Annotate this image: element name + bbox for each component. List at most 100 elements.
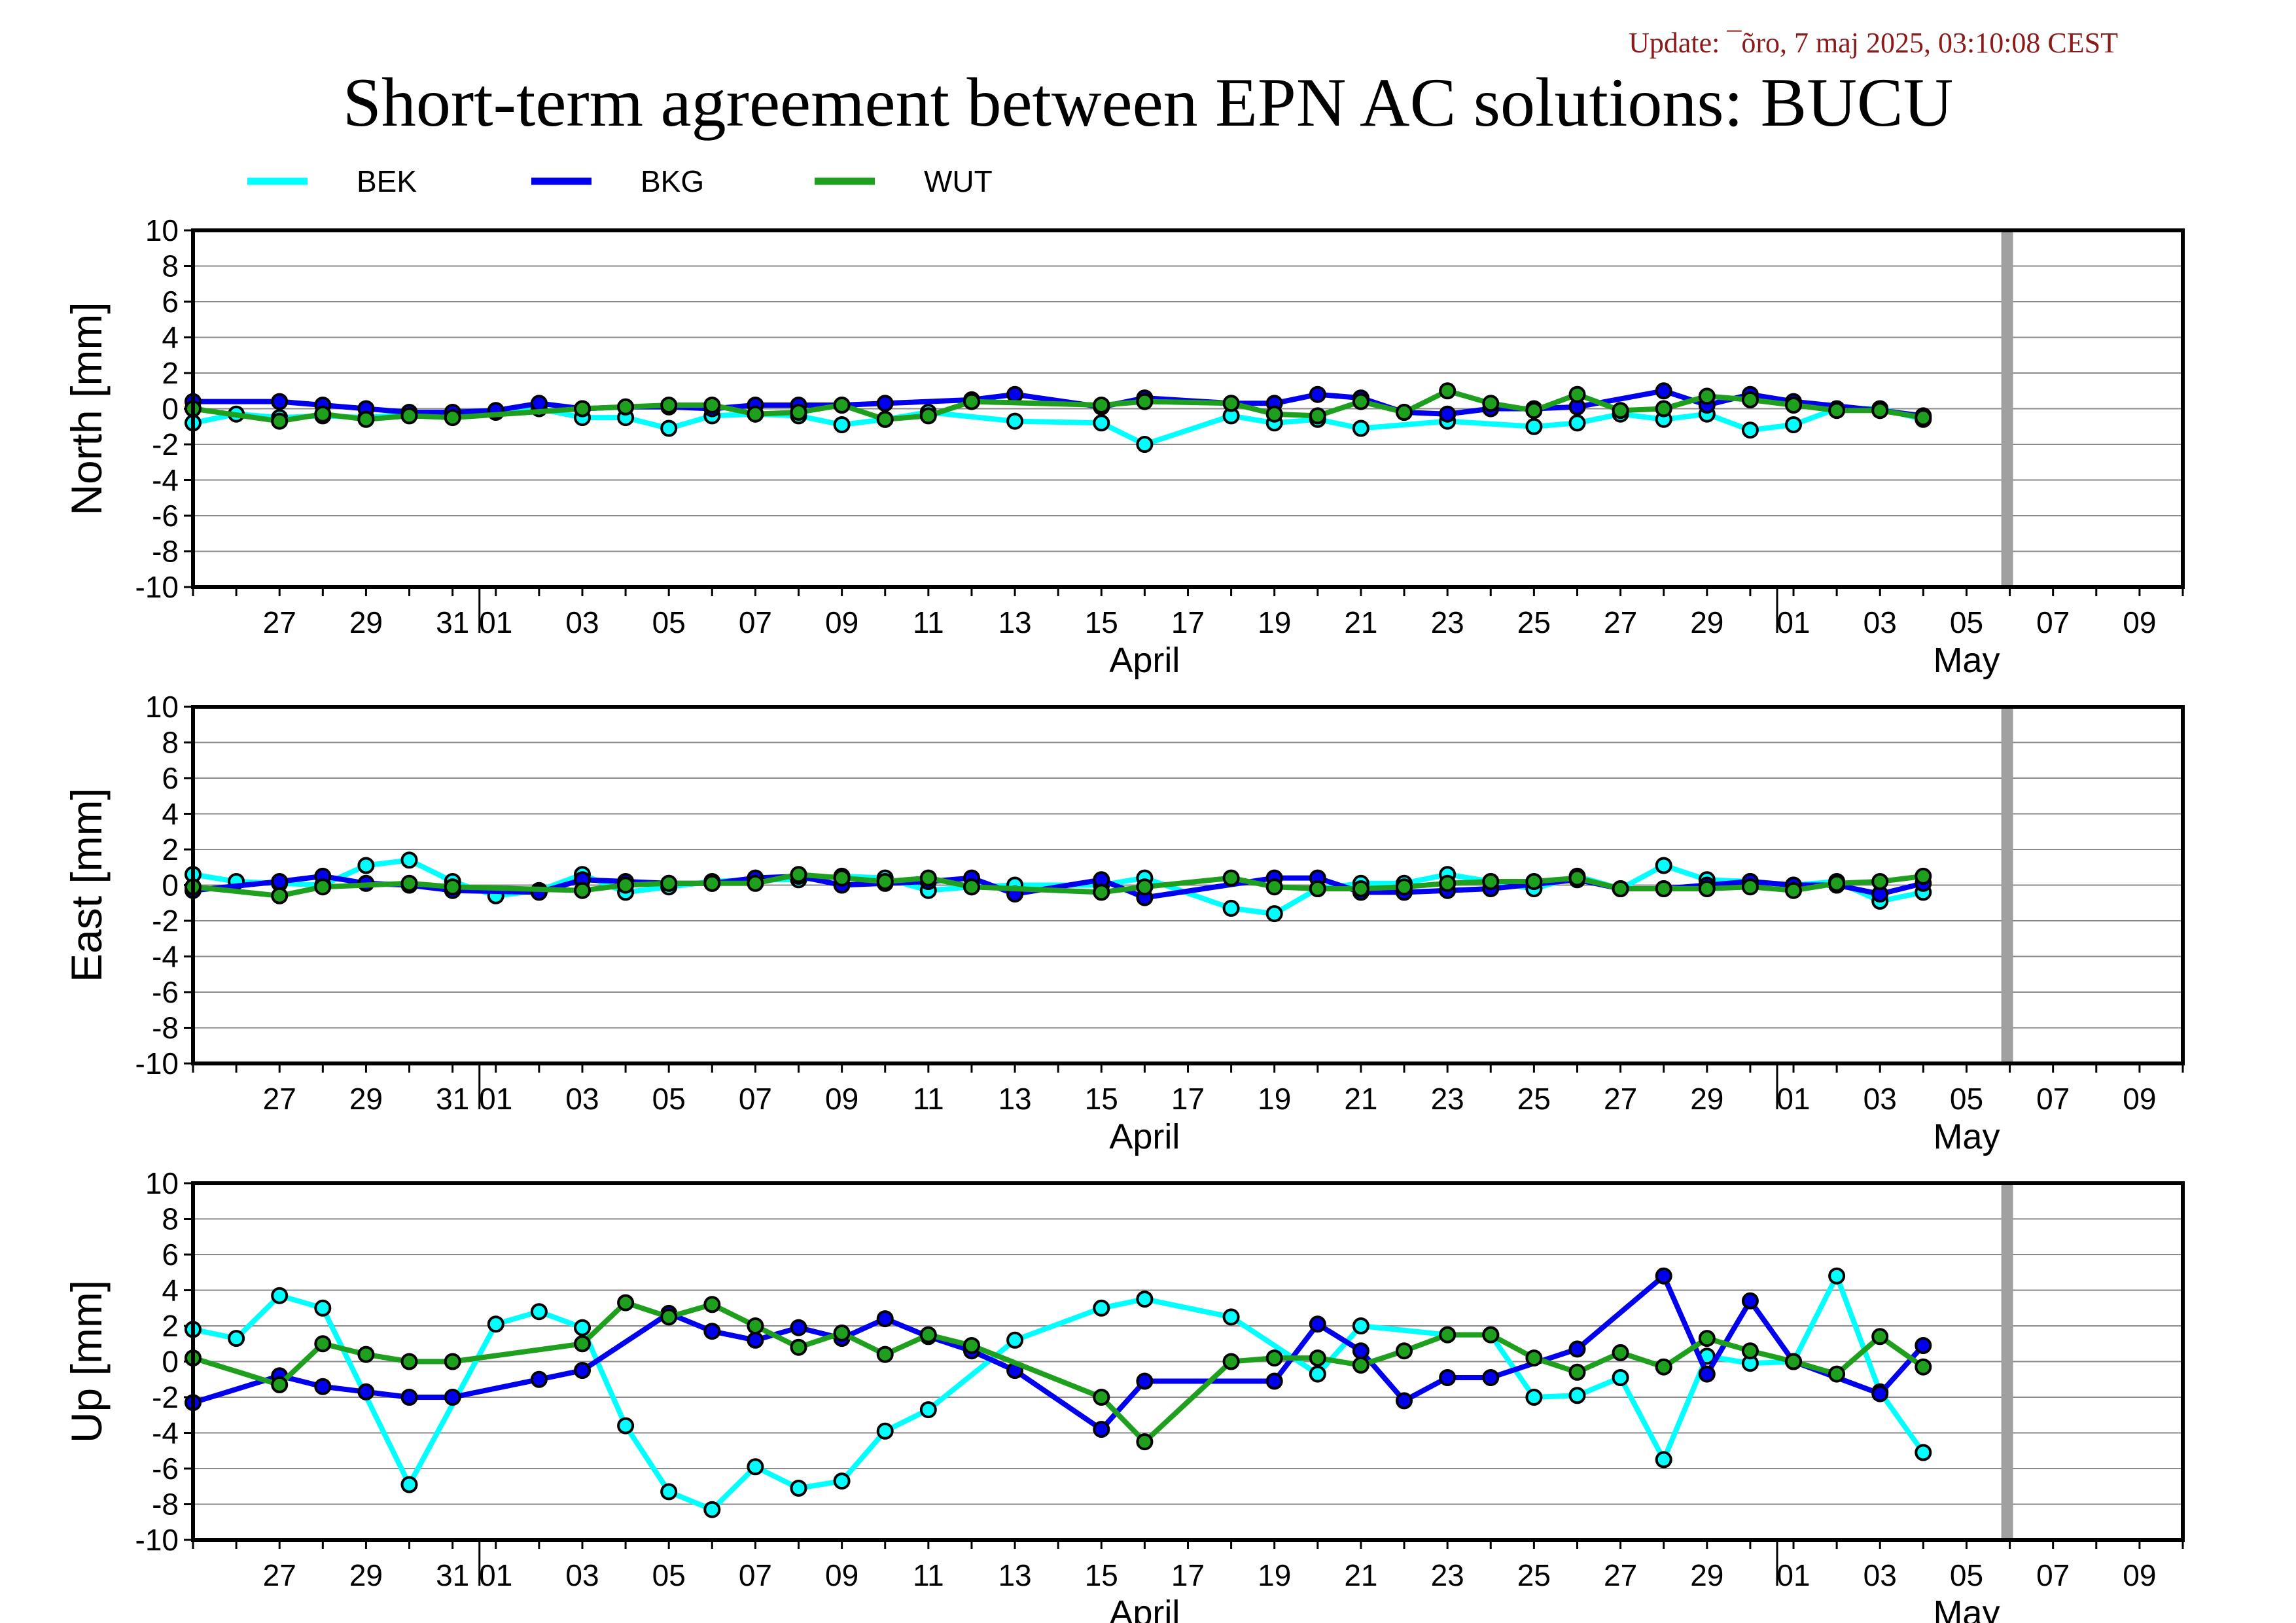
x-tick-label: 03	[565, 1558, 599, 1592]
y-tick-label: -4	[152, 1416, 179, 1450]
x-tick-label: 31	[436, 1558, 469, 1592]
x-tick-label: 05	[652, 1558, 686, 1592]
data-point	[1136, 1372, 1154, 1390]
data-point	[271, 1376, 289, 1393]
x-tick-label: 13	[998, 1082, 1031, 1116]
data-point	[1265, 878, 1283, 896]
data-point	[617, 398, 635, 416]
x-tick-label: 03	[565, 1082, 599, 1116]
data-point	[314, 405, 332, 423]
x-tick-label: 07	[739, 1558, 772, 1592]
data-point	[963, 878, 980, 896]
data-point	[1568, 385, 1586, 403]
x-tick-label: 11	[913, 1558, 944, 1592]
data-point	[1698, 387, 1716, 405]
data-point	[1136, 1291, 1154, 1308]
y-tick-label: 4	[162, 1274, 179, 1308]
data-point	[574, 1319, 591, 1336]
data-point	[1136, 878, 1154, 896]
y-tick-label: -6	[152, 975, 179, 1009]
data-point	[1265, 1349, 1283, 1367]
data-point	[1698, 880, 1716, 897]
chart-title: Short-term agreement between EPN AC solu…	[342, 64, 1954, 141]
data-point	[1785, 397, 1802, 414]
data-point	[963, 1337, 980, 1354]
legend-label-bkg: BKG	[641, 164, 704, 198]
data-point	[574, 1335, 591, 1353]
data-point	[963, 393, 980, 410]
data-point	[314, 1335, 332, 1353]
data-point	[1309, 880, 1326, 897]
y-tick-label: 10	[145, 213, 179, 247]
data-point	[1525, 402, 1543, 419]
data-point	[1655, 400, 1672, 418]
data-point	[1568, 414, 1586, 432]
data-point	[314, 1378, 332, 1395]
data-point	[1222, 1353, 1240, 1370]
data-point	[1093, 1389, 1110, 1406]
x-tick-label: 21	[1344, 1082, 1377, 1116]
x-tick-label: 27	[263, 1082, 296, 1116]
data-point	[1525, 1349, 1543, 1367]
x-tick-label: 21	[1344, 605, 1377, 639]
series-bkg	[185, 1267, 1932, 1438]
data-point	[1222, 899, 1240, 917]
legend-label-bek: BEK	[357, 164, 417, 198]
data-point	[1568, 869, 1586, 887]
x-tick-label: 15	[1085, 1082, 1118, 1116]
x-tick-label: 15	[1085, 605, 1118, 639]
data-point	[1352, 1317, 1369, 1334]
x-tick-label: 09	[2123, 1558, 2156, 1592]
data-point	[747, 1331, 764, 1349]
data-point	[1915, 409, 1932, 427]
y-axis-label: Up [mm]	[62, 1280, 111, 1443]
y-tick-label: -6	[152, 1452, 179, 1486]
data-point	[1741, 878, 1759, 896]
data-point	[1309, 1349, 1326, 1367]
data-point	[400, 851, 418, 869]
data-point	[1222, 1308, 1240, 1326]
data-point	[1698, 1365, 1716, 1383]
x-tick-label: 29	[349, 605, 383, 639]
data-point	[1525, 418, 1543, 435]
data-point	[1482, 873, 1500, 890]
data-point	[444, 1389, 461, 1406]
data-point	[790, 404, 807, 421]
data-point	[1136, 1433, 1154, 1451]
x-tick-label: 09	[825, 1558, 858, 1592]
data-point	[833, 1472, 851, 1490]
x-tick-label: 23	[1431, 605, 1464, 639]
x-tick-label: 11	[913, 605, 944, 639]
data-point	[1265, 905, 1283, 923]
data-point	[1785, 882, 1802, 899]
data-point	[1785, 416, 1802, 433]
y-tick-label: 4	[162, 321, 179, 355]
data-point	[660, 397, 678, 414]
data-point	[833, 869, 851, 887]
data-point	[1352, 393, 1369, 410]
data-point	[1785, 1353, 1802, 1370]
data-point	[747, 874, 764, 892]
data-point	[919, 407, 937, 425]
x-tick-label: 03	[1863, 1558, 1897, 1592]
data-point	[1006, 1331, 1024, 1349]
data-point	[876, 410, 894, 428]
data-point	[660, 1483, 678, 1501]
data-point	[1439, 405, 1457, 423]
y-tick-label: -2	[152, 1380, 179, 1414]
x-tick-label: 19	[1258, 1082, 1291, 1116]
data-point	[444, 409, 461, 427]
data-point	[444, 1353, 461, 1370]
x-tick-label: 09	[2123, 1082, 2156, 1116]
data-point	[1309, 407, 1326, 425]
x-tick-label: 19	[1258, 1558, 1291, 1592]
data-point	[1482, 1326, 1500, 1344]
x-tick-label: 27	[1604, 1082, 1637, 1116]
data-point	[1352, 1342, 1369, 1360]
data-point	[833, 1324, 851, 1342]
month-label: May	[1933, 1117, 2000, 1156]
data-point	[1871, 1328, 1889, 1346]
data-point	[660, 419, 678, 437]
